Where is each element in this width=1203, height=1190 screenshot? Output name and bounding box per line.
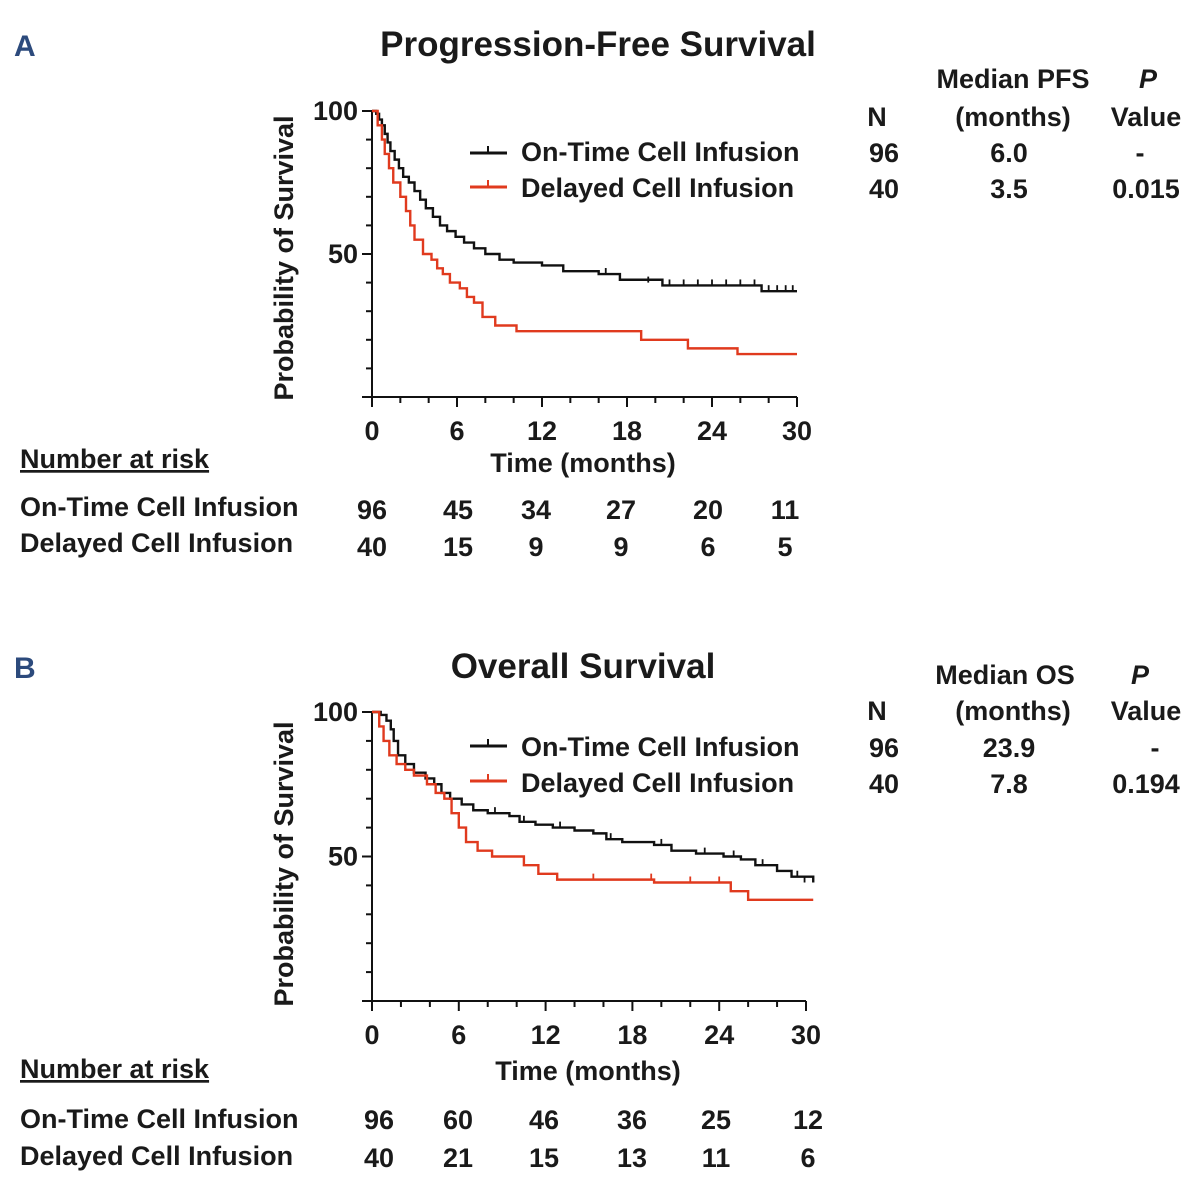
risk-value-a-r0-c3: 27 — [606, 495, 636, 525]
plot-area-a: 50 100 0 6 12 18 24 30 — [313, 96, 812, 446]
x-tick-label-b-24: 24 — [704, 1020, 734, 1050]
median-header-a-line1: Median PFS — [936, 64, 1089, 94]
risk-values-b: 96 60 46 36 25 12 40 21 15 13 11 6 — [364, 1105, 823, 1173]
x-tick-label-a-18: 18 — [612, 416, 642, 446]
risk-value-a-r0-c2: 34 — [521, 495, 551, 525]
p-header-b-line2: Value — [1111, 696, 1182, 726]
x-tick-label-b-0: 0 — [364, 1020, 379, 1050]
x-tick-label-b-12: 12 — [531, 1020, 561, 1050]
median-delayed-a: 3.5 — [990, 174, 1028, 204]
legend-label-ontime-b: On-Time Cell Infusion — [521, 732, 800, 762]
n-header-b: N — [867, 696, 887, 726]
median-delayed-b: 7.8 — [990, 769, 1028, 799]
p-value-ontime-a: - — [1136, 138, 1145, 168]
x-axis-label-b: Time (months) — [495, 1056, 681, 1086]
x-tick-label-a-12: 12 — [527, 416, 557, 446]
median-header-b-line1: Median OS — [935, 660, 1075, 690]
y-tick-label-a-100: 100 — [313, 96, 358, 126]
n-ontime-a: 96 — [869, 138, 899, 168]
risk-value-a-r0-c4: 20 — [693, 495, 723, 525]
risk-value-b-r1-c4: 11 — [702, 1143, 731, 1173]
risk-value-b-r1-c5: 6 — [800, 1143, 815, 1173]
p-value-delayed-b: 0.194 — [1112, 769, 1180, 799]
risk-value-a-r0-c0: 96 — [357, 495, 387, 525]
x-tick-label-a-0: 0 — [364, 416, 379, 446]
y-axis-label-a: Probability of Survival — [269, 115, 299, 400]
chart-title-a: Progression-Free Survival — [380, 25, 816, 64]
risk-value-a-r0-c1: 45 — [443, 495, 473, 525]
km-curve-delayed-b — [372, 710, 814, 902]
risk-value-b-r1-c3: 13 — [617, 1143, 647, 1173]
risk-value-a-r1-c5: 5 — [777, 532, 792, 562]
x-tick-label-b-30: 30 — [791, 1020, 821, 1050]
risk-table-title-b: Number at risk — [20, 1054, 210, 1084]
risk-value-b-r0-c1: 60 — [443, 1105, 473, 1135]
median-header-a-line2: (months) — [955, 102, 1070, 132]
p-header-a-line2: Value — [1111, 102, 1182, 132]
legend-label-ontime-a: On-Time Cell Infusion — [521, 137, 800, 167]
km-curve-ontime-b — [372, 710, 815, 883]
panel-letter-b: B — [14, 652, 36, 685]
risk-value-a-r1-c2: 9 — [528, 532, 543, 562]
risk-row-label-delayed-a: Delayed Cell Infusion — [20, 528, 293, 558]
n-delayed-b: 40 — [869, 769, 899, 799]
y-axis-label-b: Probability of Survival — [269, 721, 299, 1006]
n-header-a: N — [867, 102, 887, 132]
x-tick-label-a-6: 6 — [449, 416, 464, 446]
km-curve-delayed-a — [372, 109, 797, 356]
risk-value-b-r1-c1: 21 — [443, 1143, 473, 1173]
risk-value-a-r1-c0: 40 — [357, 532, 387, 562]
risk-row-label-ontime-a: On-Time Cell Infusion — [20, 492, 299, 522]
n-delayed-a: 40 — [869, 174, 899, 204]
risk-value-a-r0-c5: 11 — [771, 495, 800, 525]
risk-table-title-a: Number at risk — [20, 444, 210, 474]
risk-value-b-r0-c5: 12 — [793, 1105, 823, 1135]
x-tick-label-a-30: 30 — [782, 416, 812, 446]
n-ontime-b: 96 — [869, 733, 899, 763]
risk-value-b-r1-c2: 15 — [529, 1143, 559, 1173]
risk-value-b-r0-c0: 96 — [364, 1105, 394, 1135]
median-header-b-line2: (months) — [955, 696, 1070, 726]
risk-value-b-r0-c3: 36 — [617, 1105, 647, 1135]
median-ontime-b: 23.9 — [983, 733, 1036, 763]
y-tick-label-b-50: 50 — [328, 842, 358, 872]
risk-row-label-ontime-b: On-Time Cell Infusion — [20, 1104, 299, 1134]
p-value-delayed-a: 0.015 — [1112, 174, 1180, 204]
x-axis-label-a: Time (months) — [490, 448, 676, 478]
p-header-a-line1: P — [1139, 64, 1158, 94]
legend-label-delayed-b: Delayed Cell Infusion — [521, 768, 794, 798]
risk-value-a-r1-c3: 9 — [613, 532, 628, 562]
p-header-b-line1: P — [1131, 660, 1150, 690]
panel-letter-a: A — [14, 30, 36, 63]
panel-a: A Progression-Free Survival Median PFS (… — [14, 25, 1181, 562]
risk-value-a-r1-c1: 15 — [443, 532, 473, 562]
km-curve-ontime-a — [372, 109, 797, 293]
y-tick-label-a-50: 50 — [328, 239, 358, 269]
x-tick-label-b-18: 18 — [617, 1020, 647, 1050]
median-ontime-a: 6.0 — [990, 138, 1028, 168]
x-tick-label-a-24: 24 — [697, 416, 727, 446]
panel-b: B Overall Survival Median OS (months) P … — [14, 647, 1181, 1173]
legend-label-delayed-a: Delayed Cell Infusion — [521, 173, 794, 203]
risk-value-a-r1-c4: 6 — [700, 532, 715, 562]
y-tick-label-b-100: 100 — [313, 697, 358, 727]
risk-row-label-delayed-b: Delayed Cell Infusion — [20, 1141, 293, 1171]
x-tick-label-b-6: 6 — [451, 1020, 466, 1050]
p-value-ontime-b: - — [1151, 733, 1160, 763]
plot-area-b: 50 100 0 6 12 18 24 30 — [313, 697, 821, 1050]
risk-value-b-r1-c0: 40 — [364, 1143, 394, 1173]
risk-value-b-r0-c4: 25 — [701, 1105, 731, 1135]
chart-title-b: Overall Survival — [451, 647, 716, 686]
risk-value-b-r0-c2: 46 — [529, 1105, 559, 1135]
